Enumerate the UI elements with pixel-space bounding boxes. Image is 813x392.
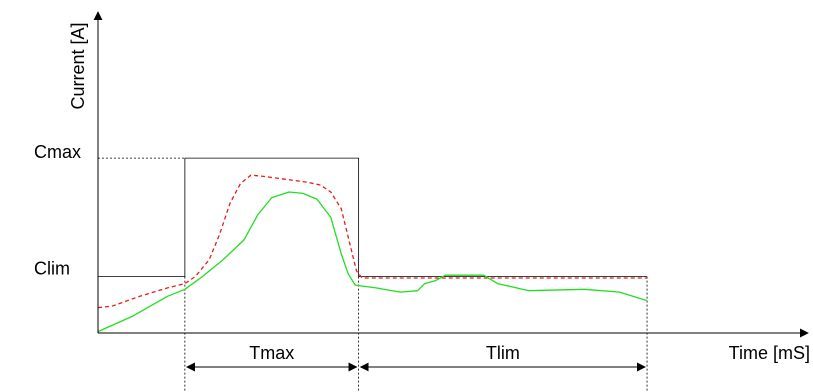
current-limit-envelope <box>98 157 648 278</box>
tmax-label: Tmax <box>249 343 294 363</box>
dashed-series-line <box>97 174 648 309</box>
tlim-label: Tlim <box>486 343 520 363</box>
x-axis-label: Time [mS] <box>729 343 810 363</box>
clim-label: Clim <box>34 259 70 279</box>
y-axis-label: Current [A] <box>68 22 88 109</box>
cmax-label: Cmax <box>34 142 81 162</box>
solid-series-line <box>97 191 648 333</box>
guide-lines <box>98 157 648 392</box>
limit-envelope-line <box>98 157 648 278</box>
series-layer <box>97 174 648 333</box>
